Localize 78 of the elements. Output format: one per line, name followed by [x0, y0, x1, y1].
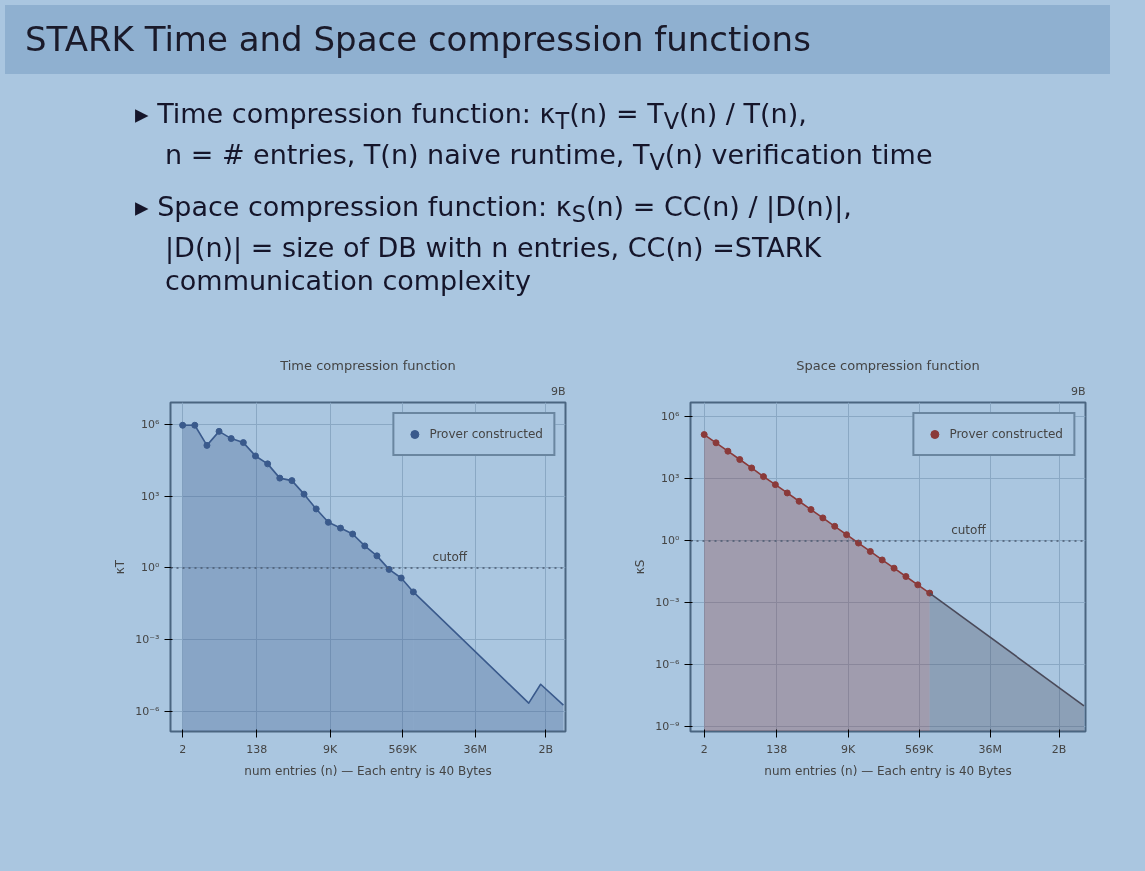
- y-tick-label: 10⁻⁶: [655, 658, 681, 672]
- point: [760, 473, 768, 481]
- point: [736, 456, 744, 464]
- chart-title: Time compression function: [279, 357, 456, 373]
- point: [712, 439, 720, 447]
- y-tick-label: 10⁰: [141, 561, 161, 575]
- point: [276, 474, 284, 482]
- text: ▸ Space compression function: κ$_{S}$(n) = CC(n) / |D(n)|,: [135, 190, 853, 229]
- point: [819, 514, 827, 522]
- x-axis-title: num entries (n) — Each entry is 40 Bytes: [764, 763, 1012, 778]
- point: [203, 441, 211, 449]
- x-tick-label: 569K: [905, 742, 935, 756]
- text: STARK Time and Space compression functions: [5, 5, 1110, 74]
- point: [843, 531, 851, 539]
- point: [748, 464, 756, 472]
- x-tick-label: 2: [179, 742, 187, 756]
- text: n = # entries, T(n) naive runtime, T$_{V}$(n) verification time: [165, 137, 934, 177]
- point: [914, 581, 922, 589]
- y-axis-title: κT: [113, 559, 128, 575]
- point: [890, 564, 898, 572]
- x-tick-label: 9K: [841, 742, 857, 756]
- text: |D(n)| = size of DB with n entries, CC(n) =STARK communication complexity: [165, 230, 823, 299]
- point: [252, 452, 259, 460]
- point: [373, 552, 381, 560]
- point: [179, 421, 187, 429]
- point: [807, 506, 815, 514]
- x-tick-label: 36M: [463, 742, 488, 756]
- legend-label: Prover constructed: [429, 427, 543, 441]
- y-tick-label: 10⁰: [661, 534, 681, 548]
- point: [700, 431, 708, 439]
- chart-title: Space compression function: [796, 357, 980, 373]
- x-tick-label: 138: [766, 742, 788, 756]
- ref-line-label: cutoff: [432, 549, 468, 564]
- point: [288, 477, 296, 485]
- x-tick-label: 569K: [388, 742, 418, 756]
- x-tick-label: 2: [700, 742, 708, 756]
- legend-label: Prover constructed: [949, 427, 1063, 441]
- point: [300, 490, 308, 498]
- point: [264, 460, 272, 468]
- point: [902, 573, 910, 580]
- point: [397, 574, 405, 582]
- x-axis-title: num entries (n) — Each entry is 40 Bytes: [244, 763, 492, 778]
- text: 9B: [550, 384, 566, 398]
- y-tick-label: 10³: [141, 489, 160, 503]
- x-tick-label: 9K: [322, 742, 338, 756]
- ref-line-label: cutoff: [951, 522, 987, 537]
- y-tick-label: 10⁻³: [655, 596, 680, 610]
- point: [361, 542, 369, 550]
- x-tick-label: 2B: [1051, 742, 1067, 756]
- text: 9B: [1070, 384, 1086, 398]
- point: [854, 539, 862, 547]
- point: [227, 435, 235, 443]
- point: [349, 530, 357, 538]
- point: [337, 524, 344, 532]
- text: ▸ Time compression function: κ$_{T}$(n) = T$_{V}$(n) / T(n),: [135, 97, 808, 136]
- x-tick-label: 2B: [538, 742, 553, 756]
- point: [191, 421, 199, 429]
- y-tick-label: 10⁻³: [135, 633, 160, 647]
- point: [866, 547, 874, 555]
- point: [312, 505, 320, 513]
- point: [783, 489, 791, 497]
- point: [409, 588, 417, 596]
- point: [215, 427, 223, 435]
- point: [324, 518, 332, 526]
- point: [795, 497, 803, 505]
- point: [878, 556, 886, 564]
- y-tick-label: 10⁶: [141, 417, 161, 431]
- x-tick-label: 138: [246, 742, 268, 756]
- x-tick-label: 36M: [978, 742, 1002, 756]
- y-axis-title: κS: [633, 559, 648, 575]
- point: [771, 481, 779, 489]
- point: [831, 522, 839, 530]
- y-tick-label: 10⁶: [661, 410, 681, 424]
- y-tick-label: 10⁻⁹: [655, 720, 680, 734]
- point: [724, 447, 732, 455]
- point: [239, 439, 247, 447]
- y-tick-label: 10⁻⁶: [135, 705, 161, 719]
- y-tick-label: 10³: [661, 472, 680, 486]
